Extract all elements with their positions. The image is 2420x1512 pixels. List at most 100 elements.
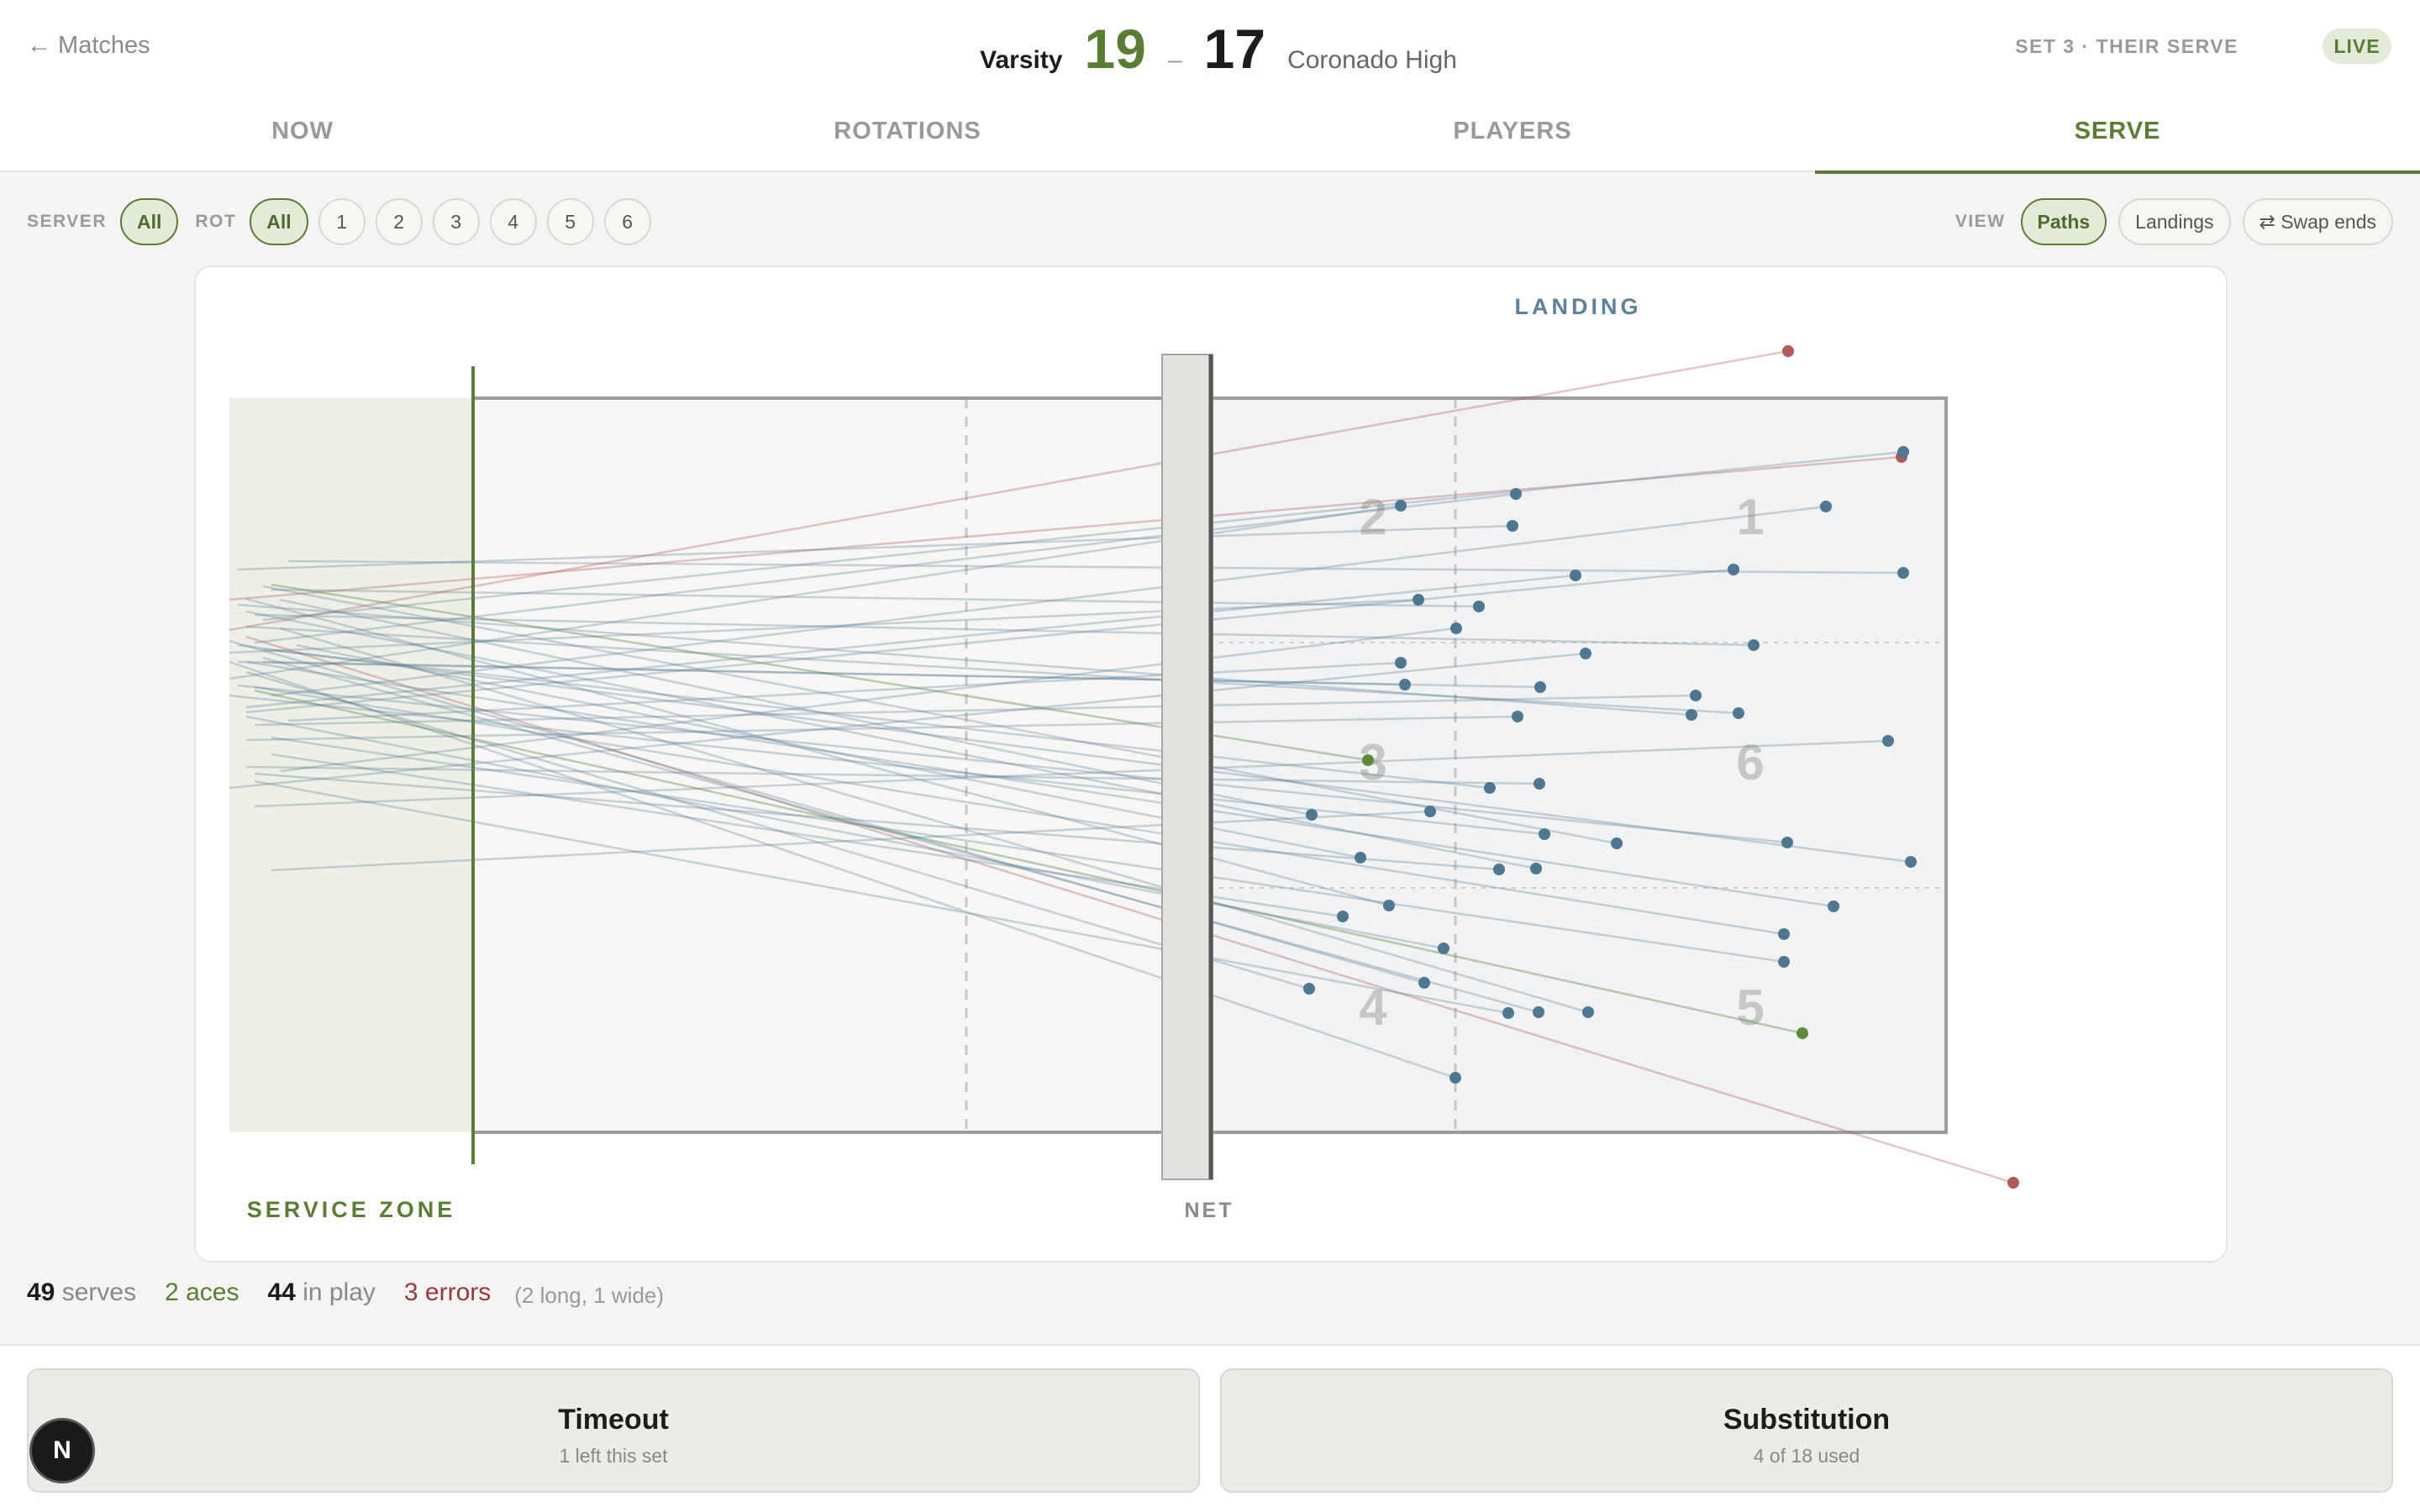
server-filter-all[interactable]: All	[119, 198, 179, 245]
ace-landing-dot[interactable]	[1362, 754, 1374, 766]
landing-dot[interactable]	[1778, 956, 1790, 968]
rotation-chip-all[interactable]: All	[250, 198, 308, 245]
landing-dot[interactable]	[1450, 622, 1462, 634]
landing-dot[interactable]	[1449, 1072, 1461, 1084]
serve-court-panel: 2 1 3 6 4 5 LANDING SERVICE ZONE NET	[194, 265, 2228, 1263]
service-zone-label: SERVICE ZONE	[247, 1197, 456, 1222]
landing-dot[interactable]	[1882, 735, 1894, 747]
landing-dot[interactable]	[1395, 500, 1407, 512]
user-avatar[interactable]: N	[29, 1418, 95, 1483]
back-to-matches-link[interactable]: ← Matches	[27, 32, 150, 59]
landing-dot[interactable]	[1534, 778, 1545, 790]
rotation-chip-2[interactable]: 2	[375, 198, 423, 245]
landing-dot[interactable]	[1582, 1006, 1594, 1018]
error-landing-dot[interactable]	[2007, 1177, 2019, 1189]
landing-dot[interactable]	[1781, 837, 1793, 848]
serve-path	[237, 643, 1912, 864]
set-info: SET 3 · THEIR SERVE	[2015, 35, 2238, 57]
landing-dot[interactable]	[1690, 690, 1702, 701]
serve-path	[254, 772, 1500, 871]
landing-dot[interactable]	[1897, 446, 1909, 458]
ace-landing-dot[interactable]	[1797, 1027, 1808, 1039]
view-landings-button[interactable]: Landings	[2118, 198, 2231, 245]
landing-dot[interactable]	[1473, 601, 1485, 612]
landing-dot[interactable]	[1493, 864, 1505, 875]
serve-path	[245, 625, 1739, 715]
away-score: 17	[1203, 18, 1266, 80]
landing-dot[interactable]	[1502, 1007, 1514, 1019]
landing-dot[interactable]	[1905, 856, 1917, 868]
errors-detail: (2 long, 1 wide)	[514, 1283, 665, 1308]
rotation-chip-3[interactable]: 3	[432, 198, 480, 245]
landing-dot[interactable]	[1534, 681, 1546, 693]
serve-path	[229, 598, 1419, 654]
swap-ends-button[interactable]: ⇄ Swap ends	[2242, 198, 2393, 245]
opponent-half-court	[1209, 398, 1946, 1132]
landing-dot[interactable]	[1611, 837, 1623, 849]
landing-dot[interactable]	[1728, 564, 1739, 575]
tab-bar: NOW ROTATIONS PLAYERS SERVE	[0, 109, 2420, 174]
rotation-chip-4[interactable]: 4	[489, 198, 537, 245]
landing-dot[interactable]	[1424, 806, 1436, 817]
rotation-chip-6[interactable]: 6	[603, 198, 651, 245]
serve-path	[237, 603, 1692, 717]
tab-players[interactable]: PLAYERS	[1453, 118, 1572, 144]
tab-now[interactable]: NOW	[271, 118, 334, 144]
serve-path	[245, 568, 1734, 714]
timeout-button[interactable]: Timeout 1 left this set	[27, 1368, 1200, 1493]
landing-dot[interactable]	[1484, 782, 1496, 794]
landing-dot[interactable]	[1507, 520, 1518, 532]
landing-dot[interactable]	[1418, 977, 1430, 989]
landing-dot[interactable]	[1820, 501, 1832, 512]
landing-label: LANDING	[1515, 294, 1642, 319]
rotation-chip-1[interactable]: 1	[318, 198, 366, 245]
zone-number-2: 2	[1359, 489, 1386, 545]
landing-dot[interactable]	[1395, 657, 1407, 669]
landing-dot[interactable]	[1530, 863, 1542, 874]
landing-dot[interactable]	[1413, 594, 1424, 606]
landing-dot[interactable]	[1399, 679, 1411, 690]
landing-dot[interactable]	[1303, 983, 1315, 995]
landing-dot[interactable]	[1355, 852, 1366, 864]
landing-dot[interactable]	[1337, 911, 1349, 922]
landing-dot[interactable]	[1533, 1006, 1544, 1018]
serve-path	[271, 736, 1785, 963]
action-footer: Timeout 1 left this set Substitution 4 o…	[0, 1344, 2420, 1512]
landing-dot[interactable]	[1733, 707, 1744, 719]
serve-path	[245, 715, 1444, 950]
landing-dot[interactable]	[1828, 900, 1839, 912]
serves-label: serves	[61, 1278, 137, 1306]
error-landing-dot[interactable]	[1782, 345, 1794, 357]
serve-path	[262, 660, 1406, 686]
score-separator: –	[1167, 46, 1182, 74]
view-paths-button[interactable]: Paths	[2020, 198, 2107, 245]
serve-path	[245, 610, 1537, 870]
serve-path	[245, 765, 1540, 785]
landing-dot[interactable]	[1686, 709, 1697, 721]
view-label: VIEW	[1954, 212, 2006, 231]
serve-path	[271, 588, 1480, 608]
landing-dot[interactable]	[1539, 828, 1550, 840]
tab-serve[interactable]: SERVE	[1815, 109, 2420, 174]
landing-dot[interactable]	[1510, 488, 1522, 500]
landing-dot[interactable]	[1383, 900, 1395, 911]
landing-dot[interactable]	[1512, 711, 1523, 722]
serve-path	[287, 661, 1402, 722]
landing-dot[interactable]	[1306, 809, 1318, 821]
landing-dot[interactable]	[1778, 928, 1790, 940]
serve-path	[254, 694, 1697, 727]
tab-rotations[interactable]: ROTATIONS	[834, 118, 981, 144]
landing-dot[interactable]	[1438, 942, 1449, 954]
serve-path	[245, 660, 1834, 908]
zone-number-5: 5	[1736, 979, 1764, 1036]
serve-path	[254, 689, 1803, 1035]
landing-dot[interactable]	[1570, 570, 1581, 581]
home-score: 19	[1084, 18, 1146, 80]
landing-dot[interactable]	[1748, 639, 1760, 651]
substitution-button[interactable]: Substitution 4 of 18 used	[1220, 1368, 2393, 1493]
landing-dot[interactable]	[1897, 567, 1909, 579]
landing-dot[interactable]	[1580, 648, 1591, 659]
serve-path	[262, 656, 1539, 1014]
rotation-chip-5[interactable]: 5	[546, 198, 594, 245]
serve-court-diagram: 2 1 3 6 4 5 LANDING SERVICE ZONE NET	[229, 294, 2019, 1222]
